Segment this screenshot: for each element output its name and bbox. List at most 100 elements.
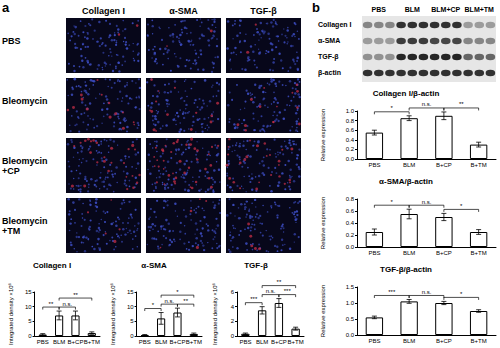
svg-text:0.5: 0.5 [346, 316, 355, 322]
svg-text:*: * [391, 105, 394, 111]
svg-text:B+TM: B+TM [84, 339, 100, 345]
html-text:Bleomycin: Bleomycin [2, 95, 48, 106]
svg-text:B+TM: B+TM [471, 338, 487, 344]
svg-text:**: ** [49, 301, 54, 307]
svg-text:**: ** [183, 298, 188, 304]
html-text:TGF-β: TGF-β [250, 6, 277, 16]
html-text:Collagen I: Collagen I [82, 6, 125, 16]
svg-text:Relative expression: Relative expression [320, 109, 326, 161]
html-text:Collagen I: Collagen I [318, 21, 352, 28]
svg-text:Integrated density ×10⁶: Integrated density ×10⁶ [110, 282, 116, 345]
svg-text:α-SMA: α-SMA [141, 261, 167, 270]
svg-text:B+CP: B+CP [68, 339, 84, 345]
svg-text:n.s.: n.s. [62, 301, 72, 307]
svg-text:5: 5 [130, 318, 134, 324]
svg-text:0.8: 0.8 [346, 196, 355, 202]
html-text:BLM+CP: BLM+CP [431, 6, 461, 13]
svg-text:B+TM: B+TM [288, 339, 304, 345]
svg-text:B+CP: B+CP [271, 339, 287, 345]
svg-text:PBS: PBS [139, 339, 151, 345]
svg-text:1.0: 1.0 [346, 108, 355, 114]
html-text:PBS: PBS [371, 6, 386, 13]
svg-text:Collagen I/β-actin: Collagen I/β-actin [373, 89, 440, 98]
svg-text:BLM: BLM [256, 339, 268, 345]
svg-text:10: 10 [25, 304, 32, 310]
svg-text:0.6: 0.6 [346, 127, 355, 133]
svg-text:0.6: 0.6 [346, 208, 355, 214]
svg-text:Relative expression: Relative expression [320, 197, 326, 249]
svg-text:PBS: PBS [239, 339, 251, 345]
svg-text:BLM: BLM [53, 339, 65, 345]
svg-text:Relative expression: Relative expression [320, 285, 326, 337]
svg-text:B+TM: B+TM [471, 162, 487, 168]
svg-text:PBS: PBS [368, 250, 380, 256]
svg-text:B+CP: B+CP [436, 162, 452, 168]
svg-text:***: *** [284, 288, 292, 294]
svg-text:**: ** [277, 279, 282, 285]
svg-text:Collagen I: Collagen I [33, 261, 71, 270]
svg-text:6: 6 [231, 289, 235, 295]
html-text:BLM: BLM [404, 6, 420, 13]
svg-text:*: * [176, 289, 179, 295]
svg-text:BLM: BLM [403, 250, 415, 256]
svg-text:1.5: 1.5 [346, 284, 355, 290]
svg-text:2: 2 [231, 318, 235, 324]
svg-text:***: *** [388, 289, 396, 295]
svg-text:1.0: 1.0 [346, 300, 355, 306]
svg-text:0: 0 [28, 333, 32, 339]
svg-text:0.2: 0.2 [346, 232, 355, 238]
html-text:α-SMA: α-SMA [318, 37, 341, 44]
svg-text:PBS: PBS [368, 338, 380, 344]
svg-text:***: *** [250, 296, 258, 302]
svg-text:PBS: PBS [37, 339, 49, 345]
svg-text:0.0: 0.0 [346, 332, 355, 338]
html-text:β-actin: β-actin [318, 69, 341, 76]
svg-text:0.8: 0.8 [346, 118, 355, 124]
svg-text:10: 10 [127, 304, 134, 310]
svg-text:4: 4 [231, 304, 235, 310]
html-text:a: a [2, 0, 10, 15]
svg-text:n.s.: n.s. [422, 199, 432, 205]
svg-text:TGF-β: TGF-β [244, 261, 268, 270]
svg-text:α-SMA/β-actin: α-SMA/β-actin [379, 177, 433, 186]
svg-text:n.s.: n.s. [422, 289, 432, 295]
svg-text:B+CP: B+CP [436, 250, 452, 256]
svg-text:n.s.: n.s. [164, 298, 174, 304]
svg-text:Integrated density ×10⁶: Integrated density ×10⁶ [8, 282, 14, 345]
svg-text:B+TM: B+TM [471, 250, 487, 256]
svg-text:*: * [391, 199, 394, 205]
svg-text:0.0: 0.0 [346, 244, 355, 250]
svg-text:*: * [152, 302, 155, 308]
svg-text:BLM: BLM [403, 162, 415, 168]
html-text:b: b [312, 0, 320, 15]
svg-text:Integrated density ×10⁶: Integrated density ×10⁶ [212, 282, 218, 345]
svg-text:BLM: BLM [403, 338, 415, 344]
html-text:Bleomycin +CP: Bleomycin +CP [2, 155, 48, 176]
svg-text:5: 5 [28, 318, 32, 324]
svg-text:*: * [460, 291, 463, 297]
svg-text:n.s.: n.s. [266, 288, 276, 294]
svg-text:0.4: 0.4 [346, 137, 355, 143]
svg-text:0: 0 [130, 333, 134, 339]
svg-text:B+CP: B+CP [170, 339, 186, 345]
svg-text:B+TM: B+TM [186, 339, 202, 345]
svg-text:BLM: BLM [155, 339, 167, 345]
svg-text:0.2: 0.2 [346, 146, 355, 152]
svg-text:15: 15 [25, 289, 32, 295]
html-text:Bleomycin +TM: Bleomycin +TM [2, 215, 48, 236]
svg-text:0.0: 0.0 [346, 156, 355, 162]
svg-text:B+CP: B+CP [436, 338, 452, 344]
svg-text:TGF-β/β-actin: TGF-β/β-actin [380, 265, 432, 274]
svg-text:*: * [460, 203, 463, 209]
svg-text:**: ** [459, 101, 464, 107]
svg-text:n.s.: n.s. [422, 101, 432, 107]
svg-text:**: ** [73, 292, 78, 298]
svg-text:PBS: PBS [368, 162, 380, 168]
svg-text:0.4: 0.4 [346, 220, 355, 226]
html-text:BLM+TM: BLM+TM [464, 6, 494, 13]
html-text:TGF-β: TGF-β [318, 53, 339, 60]
svg-text:0: 0 [231, 333, 235, 339]
svg-text:15: 15 [127, 289, 134, 295]
html-text:α-SMA: α-SMA [169, 6, 198, 16]
html-text:PBS: PBS [2, 35, 21, 46]
